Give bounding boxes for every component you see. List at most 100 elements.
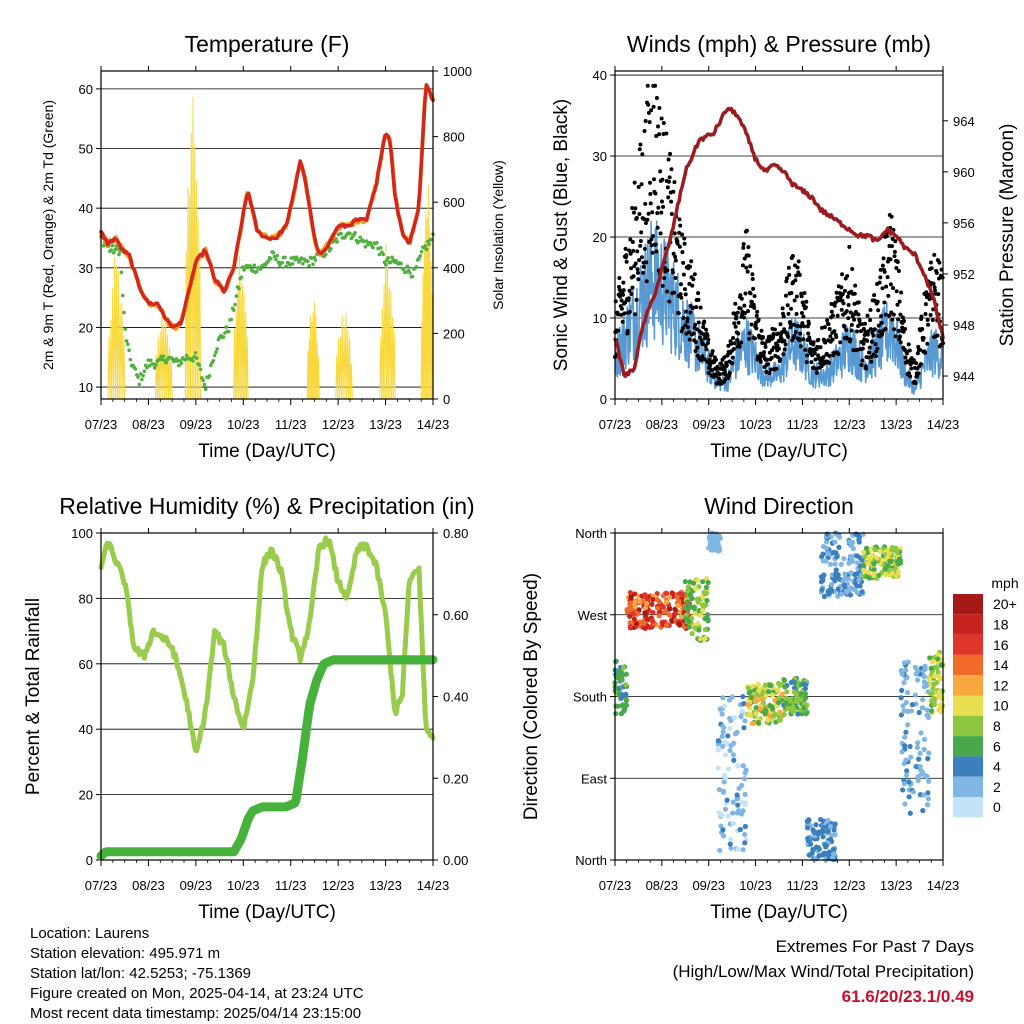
recent-timestamp: Most recent data timestamp: 2025/04/14 2… <box>30 1005 362 1022</box>
direction-point <box>731 740 737 746</box>
y-tick-label: 100 <box>71 526 93 541</box>
y-axis-label: Sonic Wind & Gust (Blue, Black) <box>551 99 572 371</box>
gust-point <box>937 260 942 265</box>
dewpoint-point <box>214 350 218 354</box>
dewpoint-point <box>280 260 285 265</box>
gust-point <box>909 366 914 371</box>
x-tick-label: 11/23 <box>787 878 819 893</box>
dewpoint-point <box>306 259 310 264</box>
gust-point <box>746 253 751 258</box>
direction-point <box>776 695 782 701</box>
dewpoint-point <box>358 235 363 240</box>
gust-point <box>935 333 940 338</box>
gust-point <box>693 322 698 327</box>
pressure-line <box>613 106 945 379</box>
dewpoint-point <box>423 244 428 248</box>
gust-point <box>789 291 794 296</box>
gust-point <box>696 291 701 296</box>
y-tick-label: 60 <box>79 82 93 97</box>
direction-point <box>721 779 727 785</box>
y-axis-label: 2m & 9m T (Red, Orange) & 2m Td (Green) <box>40 100 56 370</box>
direction-point <box>813 822 819 828</box>
direction-point <box>765 689 772 695</box>
dewpoint-point <box>237 286 241 291</box>
solar-spike <box>122 336 126 400</box>
legend-swatch <box>953 634 983 655</box>
precip-line <box>96 655 438 861</box>
dewpoint-point <box>232 308 236 312</box>
gust-point <box>682 241 687 246</box>
gust-point <box>834 290 839 295</box>
gust-point <box>685 325 690 330</box>
gust-point <box>671 251 676 256</box>
gust-point <box>802 324 807 329</box>
direction-point <box>791 689 797 695</box>
gust-point <box>771 332 776 337</box>
direction-point <box>865 560 871 566</box>
direction-point <box>757 706 764 712</box>
gust-point <box>690 283 695 288</box>
x-tick-label: 12/23 <box>833 417 866 432</box>
gust-point <box>654 249 659 254</box>
direction-point <box>808 841 814 847</box>
direction-point <box>637 599 643 605</box>
gust-point <box>638 142 643 147</box>
gust-point <box>897 299 902 304</box>
gust-point <box>830 313 835 318</box>
y-tick-label: South <box>573 690 607 705</box>
gust-point <box>624 253 629 258</box>
gust-point <box>747 331 752 336</box>
gust-point <box>659 116 664 121</box>
solar-spike <box>384 243 388 400</box>
direction-point <box>864 573 870 580</box>
direction-point <box>904 689 911 696</box>
dewpoint-point <box>223 331 227 335</box>
gust-point <box>654 133 659 138</box>
direction-point <box>925 778 932 784</box>
gust-point <box>841 301 846 306</box>
gust-point <box>633 261 638 266</box>
gust-point <box>635 270 640 275</box>
dewpoint-point <box>152 366 157 370</box>
gust-point <box>751 286 756 291</box>
gust-point <box>835 313 840 318</box>
direction-point <box>927 655 933 661</box>
x-axis-label: Time (Day/UTC) <box>710 902 848 923</box>
direction-point <box>828 581 835 588</box>
direction-point <box>722 752 729 758</box>
gust-point <box>656 205 661 210</box>
direction-point <box>790 706 796 712</box>
direction-point <box>893 573 900 579</box>
gust-point <box>806 321 811 326</box>
gust-point <box>704 327 709 332</box>
gust-point <box>803 305 808 310</box>
direction-point <box>742 831 748 838</box>
gust-point <box>658 231 663 236</box>
direction-point <box>613 659 619 665</box>
gust-point <box>635 249 640 254</box>
direction-point <box>762 682 769 688</box>
direction-point <box>724 797 730 803</box>
dewpoint-point <box>127 348 131 353</box>
gust-point <box>672 231 677 236</box>
gust-point <box>655 225 660 230</box>
legend-swatch <box>953 715 983 737</box>
gust-point <box>893 239 898 244</box>
direction-point <box>702 635 708 641</box>
gust-point <box>852 291 857 296</box>
direction-point <box>691 605 698 612</box>
solar-spike <box>190 133 193 400</box>
direction-point <box>649 601 655 607</box>
direction-point <box>755 681 761 688</box>
gust-point <box>818 345 823 350</box>
gust-point <box>906 342 911 347</box>
dewpoint-point <box>114 244 119 248</box>
solar-spike <box>198 250 202 400</box>
gust-point <box>698 305 703 310</box>
legend-swatch <box>953 594 983 615</box>
gust-point <box>898 312 903 317</box>
direction-point <box>920 705 926 711</box>
y2-tick-label: 948 <box>953 318 975 333</box>
plot-border <box>100 532 434 861</box>
gust-point <box>691 277 696 282</box>
